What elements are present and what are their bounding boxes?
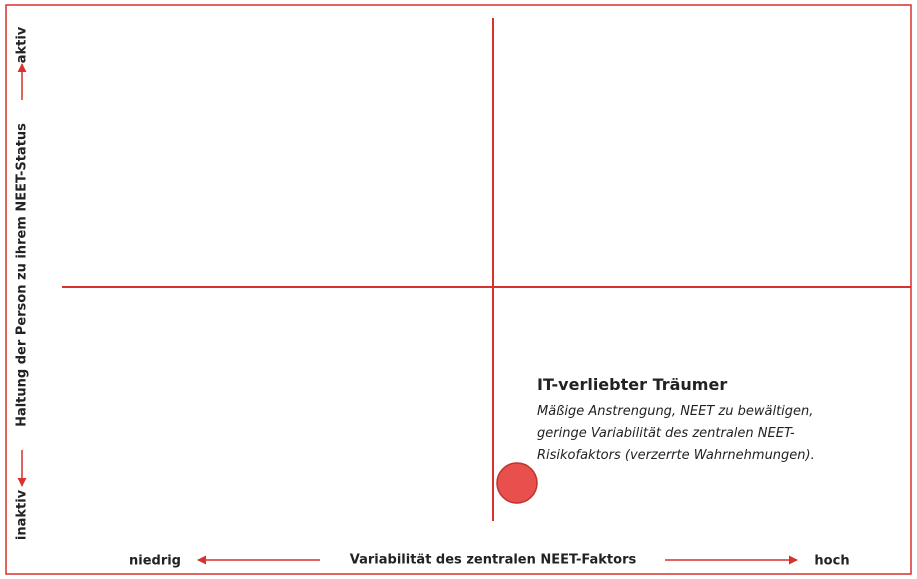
x-high: hoch [814,554,849,569]
frame [5,4,912,575]
y-low: inaktiv [15,489,30,540]
item-desc: Risikofaktors (verzerrte Wahrnehmungen). [537,448,815,463]
y-label: Haltung der Person zu ihrem NEET-Status [15,123,30,427]
item-desc: Mäßige Anstrengung, NEET zu bewältigen, [537,404,813,419]
y-high: aktiv [15,26,30,63]
x-label: Variabilität des zentralen NEET-Faktors [350,553,637,568]
x-low: niedrig [129,554,181,569]
item-title: IT-verliebter Träumer [537,375,727,394]
item-desc: geringe Variabilität des zentralen NEET- [537,426,795,441]
marker [496,462,538,504]
